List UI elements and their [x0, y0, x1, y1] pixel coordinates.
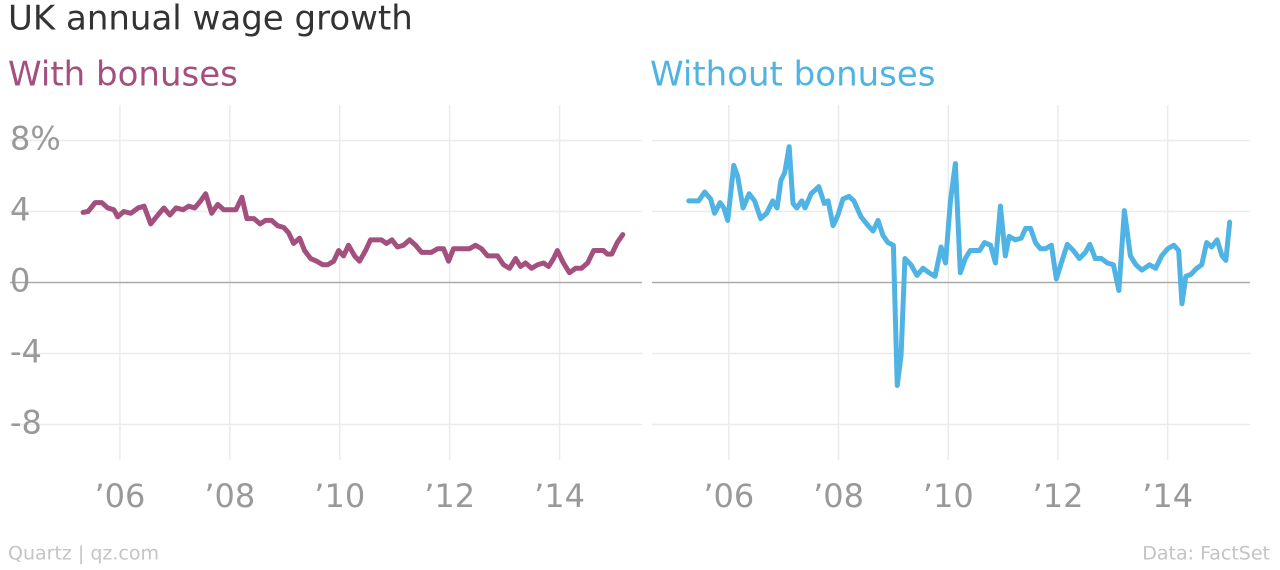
y-tick-label: 4: [10, 191, 30, 229]
credit: Quartz | qz.com: [8, 543, 159, 565]
y-tick-label: -4: [10, 333, 42, 371]
x-tick-label: ’08: [204, 477, 255, 515]
x-tick-label: ’14: [1142, 477, 1193, 515]
x-tick-label: ’14: [534, 477, 585, 515]
x-tick-label: ’06: [94, 477, 145, 515]
data-line: [686, 144, 1233, 388]
x-tick-label: ’12: [1033, 477, 1084, 515]
x-tick-label: ’10: [314, 477, 365, 515]
x-tick-label: ’08: [813, 477, 864, 515]
x-tick-label: ’12: [424, 477, 475, 515]
source: Data: FactSet: [1142, 543, 1270, 565]
chart-title: UK annual wage growth: [8, 0, 413, 39]
y-tick-label: 0: [10, 262, 30, 300]
x-tick-label: ’06: [703, 477, 754, 515]
y-tick-label: -8: [10, 404, 42, 442]
panel-title: Without bonuses: [650, 55, 936, 95]
y-tick-label: 8%: [10, 120, 61, 158]
data-line: [80, 191, 626, 276]
panel-title: With bonuses: [8, 55, 238, 95]
x-tick-label: ’10: [923, 477, 974, 515]
